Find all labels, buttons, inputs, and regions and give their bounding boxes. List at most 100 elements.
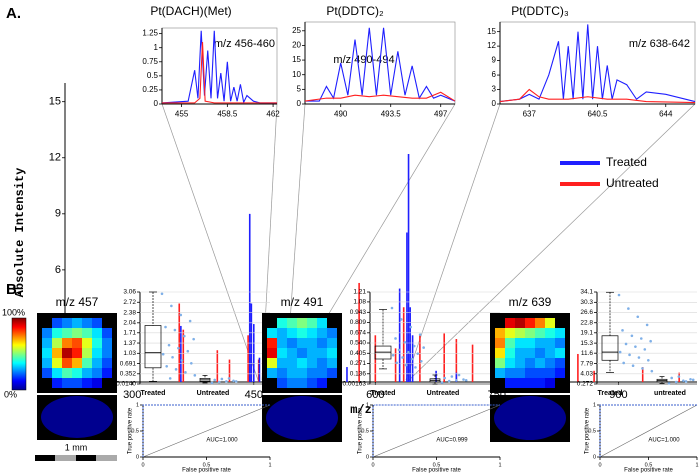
heat-cell	[287, 318, 297, 328]
data-point	[440, 381, 444, 384]
heat-cell	[505, 338, 515, 348]
data-point	[179, 313, 183, 317]
heat-cell	[72, 318, 82, 328]
series-line	[372, 404, 500, 457]
heat-cell	[495, 368, 505, 378]
x-tick-label: 600	[366, 389, 384, 401]
axes: 0.272 4.03 7.79 11.6 15.3 19.1 22.8 26.6 30.3 34.…	[577, 289, 697, 388]
y-tick-label: 12	[487, 41, 496, 50]
category-label: untreated	[654, 390, 686, 397]
heat-cell	[52, 358, 62, 368]
annotation: m/z 490-494	[333, 54, 394, 66]
heat-cell	[277, 348, 287, 358]
data-point	[639, 337, 643, 340]
heat-cell	[307, 368, 317, 378]
data-point	[210, 381, 214, 385]
x-tick-label: 455	[175, 109, 189, 118]
heat-cell	[545, 368, 555, 378]
heat-cell	[62, 318, 72, 328]
heat-cell	[82, 378, 92, 388]
heat-cell	[327, 368, 337, 378]
image-title: m/z 457	[56, 295, 99, 309]
heat-cell	[92, 368, 102, 378]
data-point	[391, 353, 395, 357]
data-point	[167, 343, 171, 347]
y-tick-label: 12	[49, 152, 61, 164]
heat-cell	[82, 338, 92, 348]
heat-cell	[535, 318, 545, 328]
data-point	[691, 378, 695, 382]
y-tick-label: 0	[297, 99, 302, 108]
heat-cell	[505, 318, 515, 328]
x-tick-label: 300	[123, 389, 141, 401]
y-tick-label: 1.25	[142, 29, 158, 38]
image-title: m/z 639	[509, 295, 552, 309]
scale-segment	[76, 455, 96, 461]
data-point	[647, 358, 650, 362]
heat-cell	[82, 368, 92, 378]
y-tick-label: 0.352	[120, 371, 137, 378]
y-axis-label: True positive rate	[358, 407, 364, 454]
heat-cell	[82, 318, 92, 328]
heat-cell	[555, 358, 565, 368]
data-point	[628, 353, 631, 357]
heat-cell	[545, 338, 555, 348]
data-point	[407, 350, 410, 354]
series-line	[305, 27, 456, 102]
series-line	[304, 91, 456, 102]
scale-segment	[96, 455, 117, 461]
y-tick-label: 0.691	[120, 360, 137, 367]
x-tick-label: 462	[266, 109, 280, 118]
heat-cell	[267, 338, 277, 348]
y-tick-label: 2.38	[123, 309, 136, 316]
heat-cell	[555, 328, 565, 338]
data-point	[689, 378, 692, 381]
x-tick-label: 458.5	[217, 109, 238, 118]
data-point	[403, 340, 407, 344]
category-label: Treated	[598, 390, 623, 397]
data-point	[447, 379, 451, 383]
heat-cell	[297, 338, 307, 348]
control-image	[41, 396, 113, 438]
y-tick-label: 1.03	[123, 350, 136, 357]
x-tick-label: 0	[371, 462, 374, 468]
data-point	[618, 350, 622, 354]
x-tick-label: 640.5	[587, 109, 608, 118]
reference-diagonal	[142, 404, 271, 458]
y-tick-label: 7.79	[580, 360, 593, 367]
box	[601, 335, 619, 361]
data-point	[174, 368, 178, 371]
heat-cell	[42, 338, 52, 348]
heat-cell	[525, 358, 535, 368]
heat-cell	[327, 338, 337, 348]
y-tick-label: 22.8	[580, 319, 593, 326]
heat-cell	[545, 318, 555, 328]
heat-cell	[317, 348, 327, 358]
y-axis-label: True positive rate	[128, 407, 134, 454]
x-tick-label: 497	[434, 109, 448, 118]
heat-cell	[505, 348, 515, 358]
data-point	[617, 293, 621, 297]
data-point	[649, 339, 652, 343]
heat-cell	[495, 348, 505, 358]
heat-cell	[287, 328, 297, 338]
data-point	[420, 359, 423, 363]
data-point	[400, 318, 403, 321]
heat-cell	[525, 318, 535, 328]
data-point	[667, 382, 671, 385]
heat-cell	[535, 368, 545, 378]
data-point	[455, 379, 458, 382]
y-tick-label: 3.06	[123, 289, 136, 296]
heat-cell	[317, 378, 327, 388]
heat-cell	[72, 358, 82, 368]
image-title: m/z 491	[281, 295, 324, 309]
data-point	[450, 375, 454, 378]
y-tick-label: 2.72	[123, 299, 136, 306]
heat-cell	[267, 368, 277, 378]
annotation: m/z 638-642	[629, 38, 690, 50]
axes: 0 0.5 1 0 0.5 1 AUC=0.999	[361, 402, 501, 468]
heat-cell	[277, 338, 287, 348]
colorbar	[11, 317, 27, 391]
heat-cell	[92, 318, 102, 328]
